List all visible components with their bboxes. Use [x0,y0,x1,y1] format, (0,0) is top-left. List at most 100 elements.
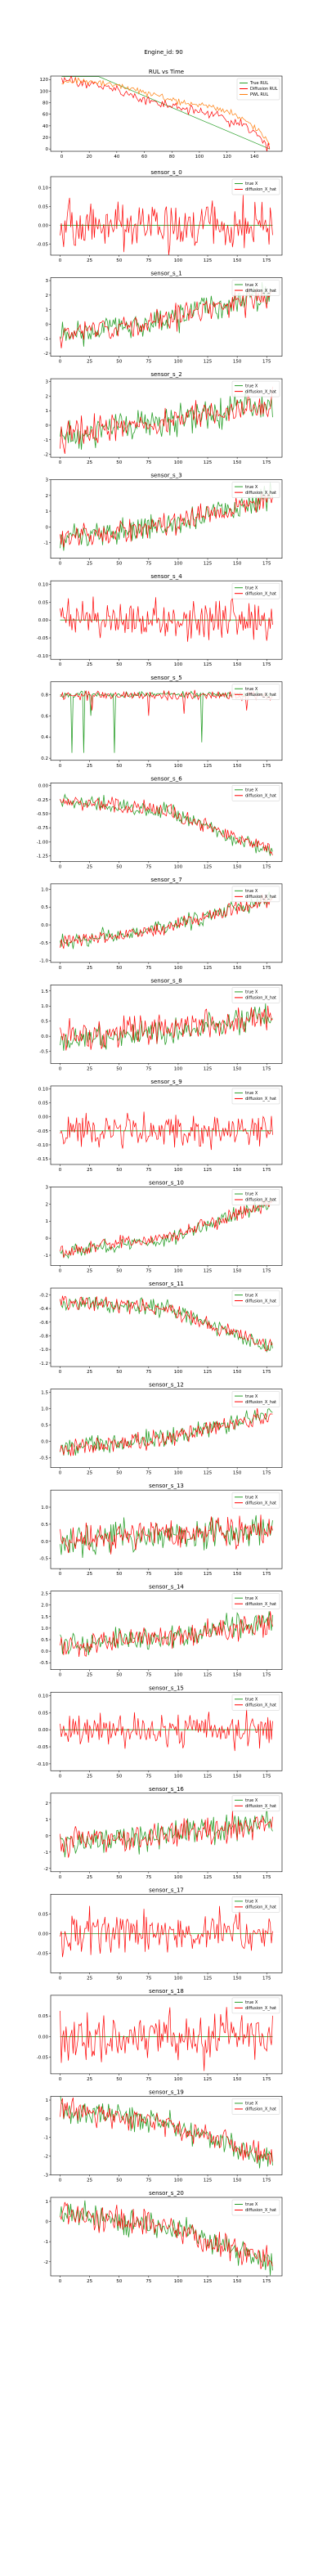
series-line [60,386,273,455]
x-tick-label: 100 [174,1774,183,1779]
y-tick-label: -0.15 [37,1157,49,1162]
x-tick-label: 0 [59,966,62,971]
y-tick-label: -1 [44,541,48,545]
chart-panel-21: sensor_s_20 0 25 50 75 100 125 150 175 -2 -1 0 1 true… [44,2190,283,2284]
axes-frame [50,2197,283,2277]
legend-entry: true X [245,687,258,692]
x-tick-label: 100 [174,258,183,263]
x-tick-label: 50 [116,1572,122,1577]
legend-entry: diffusion_X_hat [245,591,276,596]
axes-frame [50,1591,283,1670]
x-tick-label: 125 [204,1976,213,1981]
x-tick-label: 25 [87,562,92,567]
y-tick-label: 0.05 [38,1912,49,1917]
chart-panel-15: sensor_s_14 0 25 50 75 100 125 150 175 -0.5 0.0 0.5… [39,1584,283,1678]
x-tick-label: 75 [146,258,151,263]
x-tick-label: 150 [233,764,242,769]
legend-entry: diffusion_X_hat [245,187,276,192]
legend-entry: PWL RUL [250,92,268,97]
x-tick-label: 175 [262,1066,271,1071]
y-tick-label: 0.6 [41,714,48,719]
y-tick-label: 0.0 [41,1440,48,1445]
x-tick-label: 150 [233,2077,242,2082]
x-tick-label: 25 [87,966,92,971]
x-tick-label: 75 [146,764,151,769]
x-tick-label: 150 [233,1572,242,1577]
y-tick-label: -2 [44,2260,48,2265]
chart-panel-18: sensor_s_17 0 25 50 75 100 125 150 175 -0.05 0.00 0… [37,1887,283,1981]
series-line [60,1905,273,1958]
x-tick-label: 25 [87,1168,92,1173]
series-line [60,288,273,348]
y-tick-label: 0.00 [38,1115,49,1120]
axes-frame [50,1187,283,1266]
x-tick-label: 125 [204,562,213,567]
y-tick-label: 0.10 [38,583,49,588]
x-tick-label: 0 [59,662,62,667]
x-tick-label: 75 [146,1168,151,1173]
y-tick-label: 40 [43,124,48,129]
y-tick-label: -0.05 [37,1129,49,1134]
chart-panel-6: sensor_s_5 0 25 50 75 100 125 150 175 0.2 0.4 0.6 0.… [41,675,283,769]
x-tick-label: 100 [174,1269,183,1274]
y-tick-label: 2 [46,1802,49,1806]
y-tick-label: 0.10 [38,186,49,191]
x-tick-label: 75 [146,2178,151,2183]
x-tick-label: 80 [169,155,175,159]
chart-title: sensor_s_9 [150,1079,181,1085]
series-line [60,1295,273,1352]
x-tick-label: 175 [262,258,271,263]
x-tick-label: 20 [87,155,92,159]
y-tick-label: 0.5 [41,1424,48,1429]
y-tick-label: 1 [46,2098,49,2103]
x-tick-label: 75 [146,864,151,869]
series-line [60,482,273,551]
y-tick-label: -0.05 [37,1745,49,1750]
y-tick-label: 0.05 [38,2014,49,2019]
legend-entry: true X [245,889,258,894]
y-tick-label: -2 [44,2155,48,2160]
x-tick-label: 0 [59,1471,62,1476]
x-tick-label: 0 [59,1976,62,1981]
legend-entry: true X [245,1697,258,1702]
chart-title: sensor_s_18 [149,1988,184,1995]
x-tick-label: 0 [59,1269,62,1274]
y-tick-label: -0.2 [39,1293,48,1298]
y-tick-label: -1.25 [37,854,49,859]
y-tick-label: 0 [46,2117,49,2122]
x-tick-label: 150 [233,1471,242,1476]
x-tick-label: 50 [116,662,122,667]
y-tick-label: 1 [46,409,49,414]
x-tick-label: 175 [262,1370,271,1375]
y-tick-label: 1.5 [41,1391,48,1396]
x-tick-label: 50 [116,1471,122,1476]
legend-entry: true X [245,384,258,388]
y-tick-label: 0.10 [38,1087,49,1092]
x-tick-label: 100 [174,662,183,667]
y-tick-label: 2.5 [41,1592,48,1597]
chart-title: sensor_s_13 [149,1483,184,1489]
legend-entry: true X [245,2202,258,2207]
y-tick-label: -2 [44,352,48,357]
chart-panel-4: sensor_s_3 0 25 50 75 100 125 150 175 -1 0 1 2 3 true … [44,473,283,567]
x-tick-label: 50 [116,1269,122,1274]
y-tick-label: -0.5 [39,1557,48,1562]
legend-entry: diffusion_X_hat [245,389,276,394]
series-line [60,1810,273,1858]
x-tick-label: 175 [262,662,271,667]
x-tick-label: 25 [87,1269,92,1274]
legend-entry: true X [245,788,258,793]
chart-title: sensor_s_2 [150,371,181,378]
series-line [60,1005,273,1051]
chart-panel-3: sensor_s_2 0 25 50 75 100 125 150 175 -2 -1 0 1 2 3 tru… [44,371,283,465]
legend-entry: true X [245,1192,258,1197]
y-tick-label: 80 [43,101,48,106]
chart-title: sensor_s_14 [149,1584,184,1591]
x-tick-label: 75 [146,562,151,567]
